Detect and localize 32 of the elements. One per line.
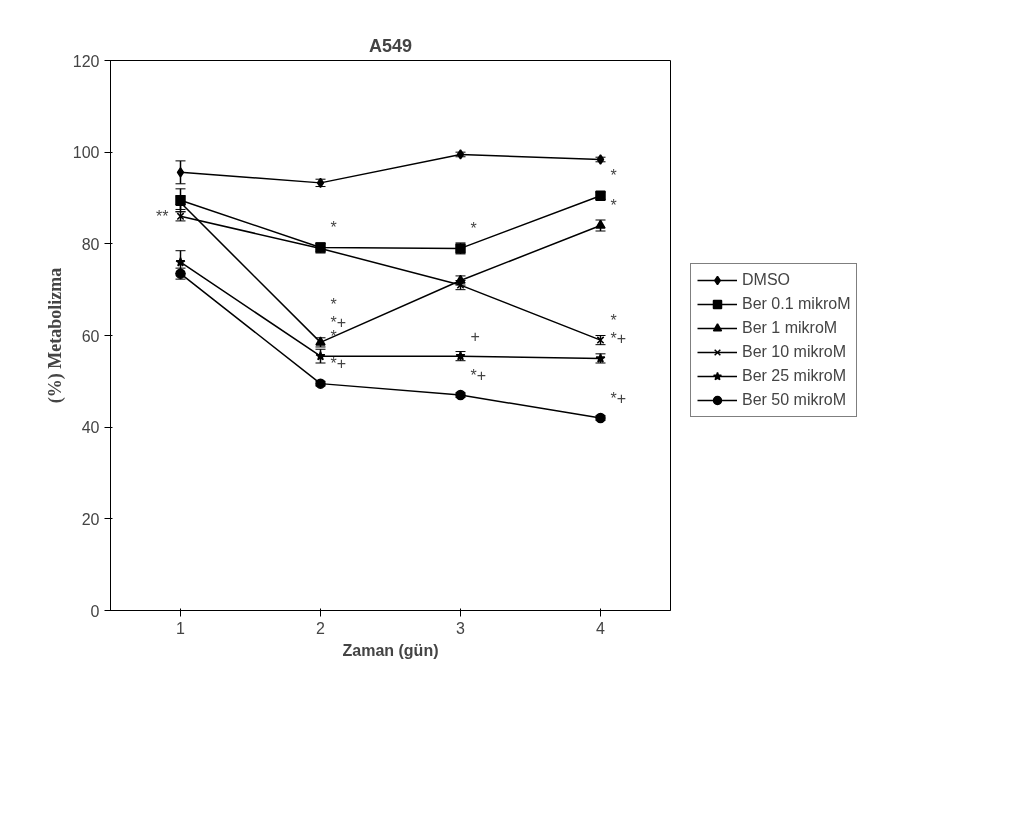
y-tick-label: 40 — [81, 419, 100, 437]
annotation: * — [470, 219, 477, 237]
x-tick-label: 3 — [456, 619, 466, 637]
annotation: *+ — [470, 366, 487, 384]
y-tick-label: 100 — [72, 144, 100, 162]
y-tick-label: 80 — [81, 235, 100, 253]
annotation: * — [330, 219, 337, 236]
x-tick-label: 1 — [176, 619, 186, 637]
y-tick-label: 60 — [81, 327, 100, 345]
legend-label: Ber 25 mikroM — [742, 367, 847, 385]
legend-label: Ber 0.1 mikroM — [742, 295, 851, 313]
annotation: *+ — [330, 355, 347, 373]
annotation: * — [610, 311, 617, 329]
chart-title: A549 — [368, 35, 413, 56]
legend-label: DMSO — [742, 271, 790, 289]
annotation: * — [610, 167, 617, 185]
annotation: + — [470, 328, 480, 346]
x-axis-title: Zaman (gün) — [342, 641, 439, 659]
y-tick-label: 120 — [72, 52, 100, 70]
annotation: * — [330, 295, 337, 313]
y-axis-title: (%) Metabolizma — [44, 267, 66, 404]
legend-label: Ber 1 mikroM — [742, 319, 838, 337]
y-tick-label: 20 — [81, 510, 100, 528]
annotation: *+ — [610, 389, 627, 407]
annotation: *+ — [610, 329, 627, 347]
annotation: * — [610, 197, 617, 214]
x-tick-label: 2 — [316, 619, 326, 637]
legend-label: Ber 50 mikroM — [742, 391, 847, 409]
annotation: ** — [156, 207, 169, 225]
y-tick-label: 0 — [90, 602, 100, 620]
x-tick-label: 4 — [596, 619, 606, 637]
legend-label: Ber 10 mikroM — [742, 343, 847, 361]
